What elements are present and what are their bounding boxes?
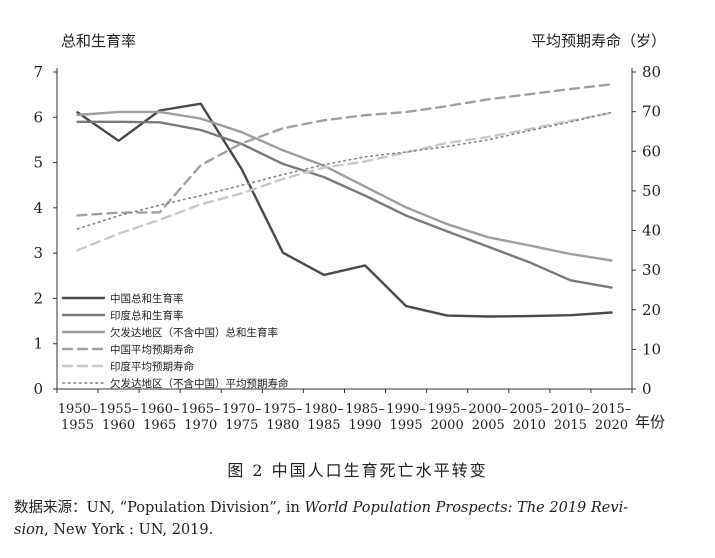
y-right-tick-label: 80 — [642, 63, 661, 81]
y-right-tick-label: 70 — [642, 103, 661, 121]
series-line-2 — [76, 120, 613, 289]
legend-label-5: 印度平均预期寿命 — [110, 360, 194, 373]
source-note: 数据来源：UN, “Population Division”, in World… — [14, 497, 703, 541]
y-right-tick-label: 50 — [642, 182, 661, 200]
y-left-tick-label: 4 — [33, 199, 43, 217]
x-tick-label: 1975– 1980 — [263, 402, 303, 433]
y-right-tick-label: 60 — [642, 142, 661, 160]
x-tick-label: 1970– 1975 — [222, 402, 262, 433]
y-left-tick-label: 3 — [33, 244, 43, 262]
series-line-3 — [76, 110, 613, 262]
y-right-tick-label: 10 — [642, 340, 661, 358]
y-left-tick-label: 0 — [33, 380, 43, 398]
x-axis-unit-label: 年份 — [635, 413, 665, 431]
legend-label-1: 中国总和生育率 — [110, 292, 184, 305]
x-tick-label: 1980– 1985 — [304, 402, 344, 433]
x-tick-label: 1965– 1970 — [181, 402, 221, 433]
x-tick-label: 1995– 2000 — [427, 402, 467, 433]
chart: 总和生育率 平均预期寿命（岁） 012345670102030405060708… — [33, 32, 666, 433]
series-layer — [76, 83, 613, 318]
x-tick-label: 2015– 2020 — [592, 402, 632, 433]
source-suffix: , New York : UN, 2019. — [44, 522, 214, 538]
y-left-tick-label: 7 — [33, 63, 43, 81]
series-line-4 — [76, 83, 613, 217]
legend-label-6: 欠发达地区（不含中国）平均预期寿命 — [110, 377, 289, 390]
y-left-tick-label: 5 — [33, 154, 43, 172]
source-title-part2: sion — [14, 522, 45, 538]
y-right-tick-label: 0 — [642, 380, 652, 398]
y-right-tick-label: 20 — [642, 301, 661, 319]
series-line-5 — [76, 111, 613, 252]
legend-label-4: 中国平均预期寿命 — [110, 343, 194, 356]
y-left-tick-label: 1 — [33, 335, 43, 353]
x-tick-label: 1955– 1960 — [99, 402, 139, 433]
source-prefix: 数据来源：UN, “Population Division”, in — [14, 500, 305, 516]
x-tick-label: 1985– 1990 — [345, 402, 385, 433]
x-tick-label: 1990– 1995 — [386, 402, 426, 433]
legend: 中国总和生育率印度总和生育率欠发达地区（不含中国）总和生育率中国平均预期寿命印度… — [61, 292, 289, 390]
y-right-axis-label: 平均预期寿命（岁） — [531, 32, 666, 50]
source-title-part1: World Population Prospects: The 2019 Rev… — [304, 500, 629, 516]
legend-label-3: 欠发达地区（不含中国）总和生育率 — [110, 326, 278, 339]
y-right-tick-label: 40 — [642, 222, 661, 240]
x-tick-label: 2010– 2015 — [551, 402, 591, 433]
x-tick-label: 2005– 2010 — [510, 402, 550, 433]
y-left-tick-label: 2 — [33, 289, 43, 307]
x-tick-label: 2000– 2005 — [468, 402, 508, 433]
y-right-tick-label: 30 — [642, 261, 661, 279]
x-tick-label: 1960– 1965 — [140, 402, 180, 433]
legend-label-2: 印度总和生育率 — [110, 309, 184, 322]
y-left-tick-label: 6 — [33, 108, 43, 126]
x-tick-label: 1950– 1955 — [58, 402, 98, 433]
figure-caption: 图 2 中国人口生育死亡水平转变 — [227, 461, 488, 480]
y-left-axis-label: 总和生育率 — [61, 32, 136, 50]
series-line-6 — [76, 111, 613, 230]
series-line-1 — [76, 102, 613, 318]
